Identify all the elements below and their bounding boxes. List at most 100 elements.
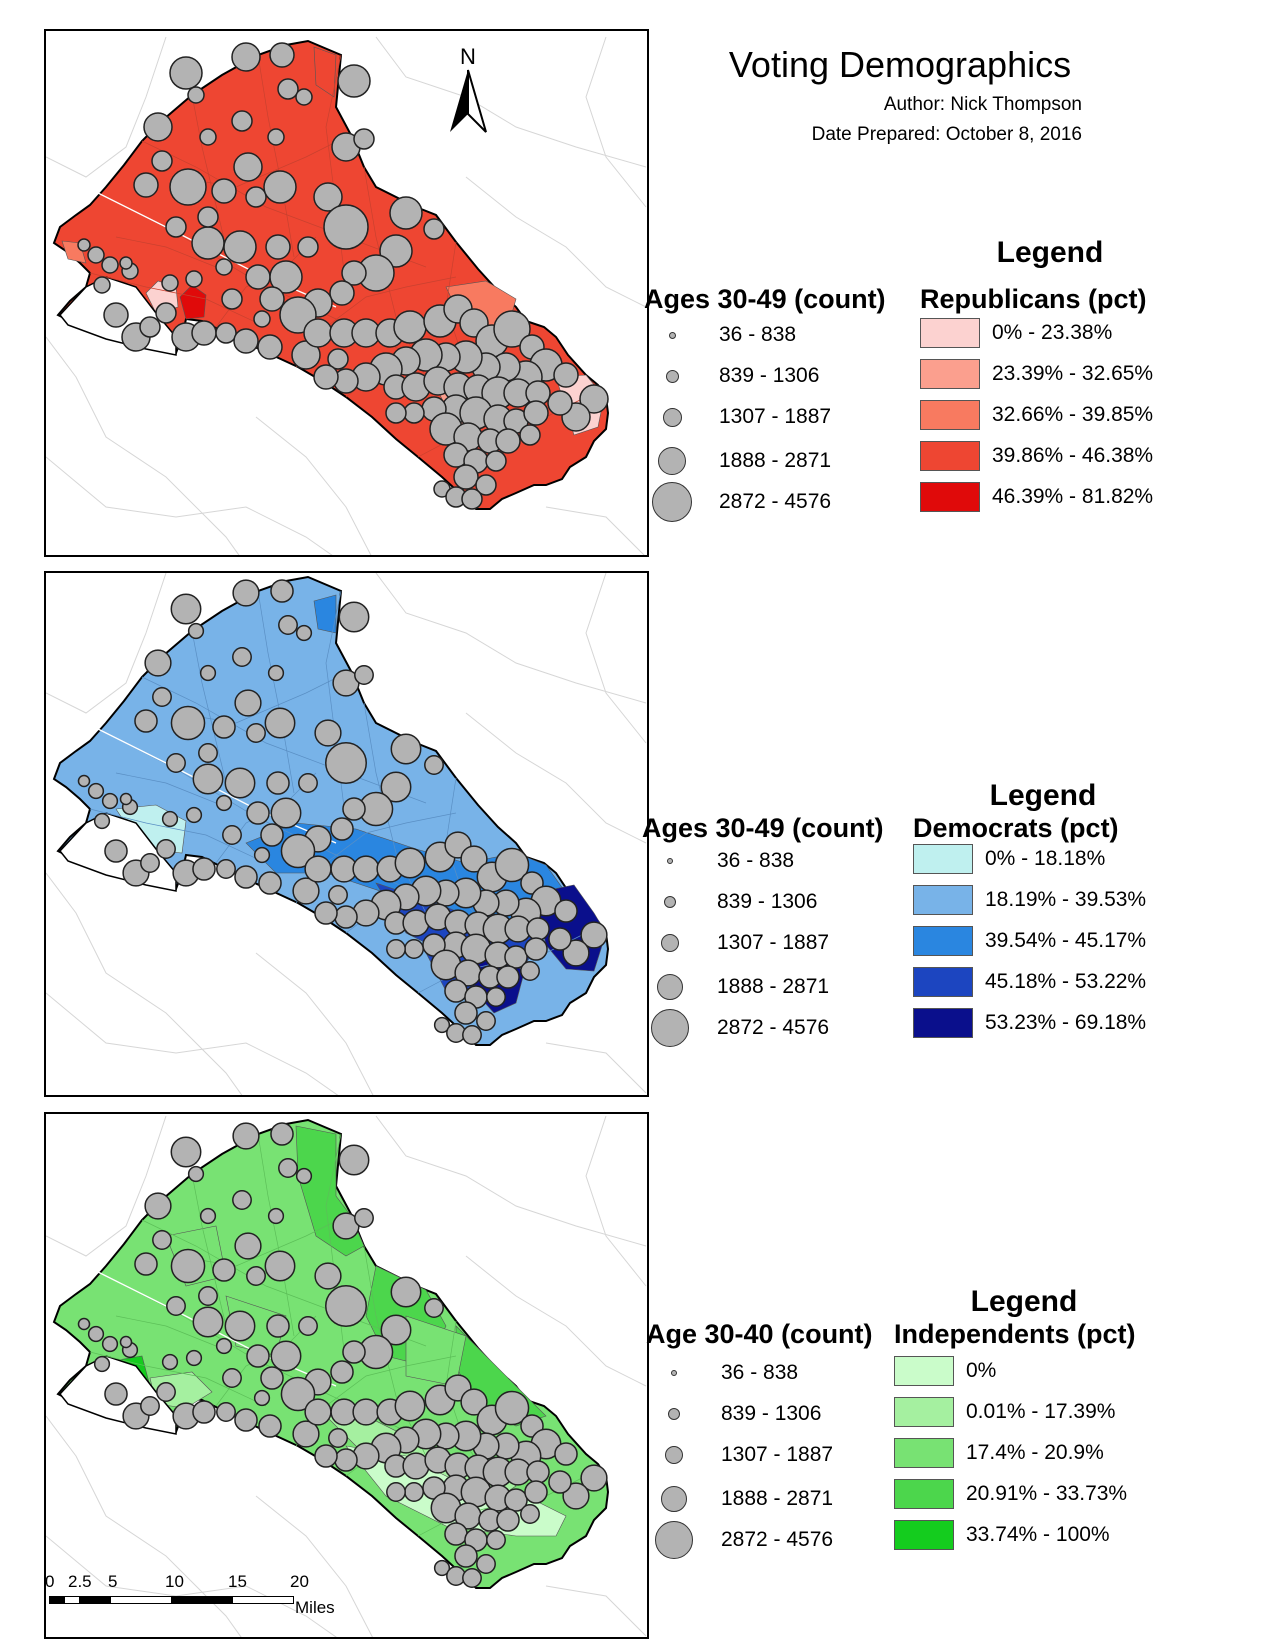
population-bubble (461, 488, 483, 510)
population-bubble (267, 664, 285, 682)
population-bubble (199, 1207, 217, 1225)
population-bubble (278, 1158, 298, 1178)
population-bubble (389, 196, 423, 230)
class-legend-label: 0% (966, 1359, 997, 1382)
class-legend-label: 32.66% - 39.85% (992, 403, 1154, 426)
population-bubble (140, 1396, 160, 1416)
population-bubble (266, 1314, 290, 1338)
population-bubble (103, 302, 129, 328)
population-bubble (260, 1366, 284, 1390)
class-swatch (894, 1438, 954, 1468)
size-symbol-icon (660, 933, 680, 953)
population-bubble (170, 1136, 202, 1168)
population-bubble (298, 1316, 318, 1336)
class-legend-item: 39.86% - 46.38% (920, 439, 1153, 473)
size-symbol-icon (663, 895, 677, 909)
size-legend-label: 839 - 1306 (721, 1402, 822, 1425)
population-bubble (215, 794, 233, 812)
scale-segment (64, 1596, 80, 1604)
population-bubble (269, 260, 303, 294)
size-symbol-icon (666, 857, 674, 865)
population-bubble (224, 1310, 256, 1342)
population-bubble (212, 1258, 236, 1282)
class-swatch (913, 1008, 973, 1038)
map-republicans (44, 29, 649, 557)
class-legend-label: 46.39% - 81.82% (992, 485, 1154, 508)
population-bubble (266, 771, 290, 795)
size-legend-item: 1888 - 2871 (637, 441, 831, 481)
population-bubble (198, 1286, 218, 1306)
population-bubble (215, 322, 237, 344)
population-bubble (161, 274, 179, 292)
class-legend-label: 45.18% - 53.22% (985, 970, 1147, 993)
population-bubble (520, 1504, 540, 1524)
population-bubble (246, 1344, 270, 1368)
population-bubble (232, 1190, 252, 1210)
size-symbol-icon (658, 447, 686, 475)
precinct-zone (313, 594, 337, 634)
population-bubble (524, 1480, 548, 1504)
size-legend-item: 1888 - 2871 (639, 1479, 833, 1519)
population-bubble (313, 182, 343, 212)
map-independents (44, 1112, 649, 1639)
population-bubble (223, 230, 257, 264)
size-symbol-icon (660, 1485, 688, 1513)
population-bubble (494, 1390, 530, 1426)
class-legend-label: 17.4% - 20.9% (966, 1441, 1104, 1464)
population-bubble (93, 1355, 111, 1373)
choropleth-map (46, 36, 647, 555)
population-bubble (211, 178, 237, 204)
population-bubble (215, 1337, 233, 1355)
population-bubble (352, 855, 380, 883)
population-bubble (342, 1340, 366, 1364)
population-bubble (433, 1016, 451, 1034)
population-bubble (267, 128, 285, 146)
map-democrats (44, 571, 649, 1097)
population-bubble (460, 845, 488, 873)
class-swatch (913, 844, 973, 874)
population-bubble (504, 1488, 528, 1512)
population-bubble (386, 1482, 406, 1502)
population-bubble (454, 1001, 478, 1025)
population-bubble (403, 402, 425, 424)
population-bubble (519, 424, 541, 446)
size-legend-label: 36 - 838 (721, 1361, 799, 1384)
class-legend-item: 0% - 18.18% (913, 842, 1105, 876)
population-bubble (547, 390, 573, 416)
population-bubble (169, 56, 203, 90)
class-legend-item: 17.4% - 20.9% (894, 1436, 1104, 1470)
size-symbol-icon (650, 1008, 690, 1048)
class-legend-label: 18.19% - 39.53% (985, 888, 1147, 911)
population-bubble (87, 782, 105, 800)
scale-bar: 0 2.5 5 10 15 20 Miles (45, 1572, 367, 1628)
population-bubble (101, 1335, 119, 1353)
population-bubble (462, 1025, 482, 1045)
population-bubble (101, 792, 119, 810)
population-bubble (354, 1208, 374, 1228)
population-bubble (325, 742, 367, 784)
population-bubble (134, 1252, 158, 1276)
size-legend-header: Ages 30-49 (count) (644, 284, 886, 314)
population-bubble (270, 1122, 294, 1146)
size-legend-header: Age 30-40 (count) (646, 1319, 873, 1349)
size-legend-label: 1888 - 2871 (721, 1487, 834, 1510)
population-bubble (328, 1428, 348, 1448)
class-legend-item: 46.39% - 81.82% (920, 480, 1153, 514)
population-bubble (292, 877, 320, 905)
population-bubble (496, 965, 520, 989)
population-bubble (353, 128, 375, 150)
population-bubble (476, 1554, 496, 1574)
class-legend-item: 32.66% - 39.85% (920, 398, 1153, 432)
population-bubble (280, 1376, 316, 1412)
population-bubble (185, 1349, 203, 1367)
scale-segment (232, 1596, 294, 1604)
population-bubble (104, 839, 128, 863)
population-bubble (185, 806, 203, 824)
class-legend-header: Independents (pct) (894, 1319, 1136, 1349)
size-legend-label: 1307 - 1887 (717, 931, 830, 954)
class-swatch (894, 1479, 954, 1509)
population-bubble (323, 204, 369, 250)
population-bubble (258, 871, 282, 895)
population-bubble (246, 723, 266, 743)
population-bubble (295, 1167, 313, 1185)
